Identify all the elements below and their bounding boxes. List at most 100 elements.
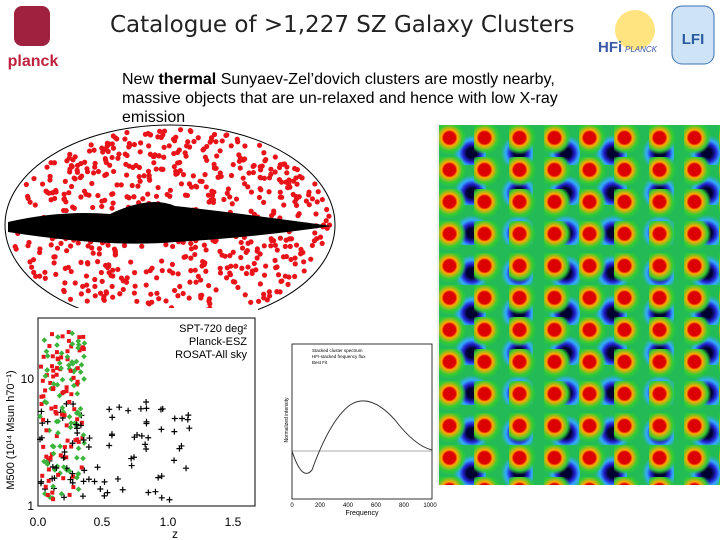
decoration [67, 399, 72, 404]
decoration [37, 273, 43, 279]
decoration [158, 473, 165, 480]
x-tick-label: 800 [399, 503, 410, 509]
decoration [84, 282, 90, 288]
decoration [99, 278, 105, 284]
decoration [109, 283, 115, 290]
decoration [95, 168, 102, 175]
decoration [159, 258, 165, 264]
decoration [193, 183, 199, 189]
decoration [112, 135, 119, 141]
decoration [71, 382, 77, 389]
scatter-points [37, 330, 193, 503]
decoration [306, 202, 312, 208]
decoration [294, 167, 300, 173]
decoration [193, 279, 199, 285]
decoration [274, 264, 280, 270]
decoration [80, 345, 85, 350]
decoration [69, 440, 76, 447]
decoration [279, 278, 285, 284]
decoration [171, 415, 178, 422]
decoration [157, 128, 163, 134]
decoration [70, 204, 76, 210]
decoration [152, 488, 159, 495]
decoration [106, 269, 112, 276]
decoration [110, 168, 117, 175]
decoration [250, 169, 256, 176]
decoration [209, 192, 216, 199]
decoration [261, 150, 267, 156]
decoration [110, 145, 117, 151]
decoration [183, 153, 189, 159]
decoration [279, 194, 285, 200]
decoration [44, 428, 49, 433]
decoration [287, 243, 293, 249]
decoration [191, 138, 197, 145]
decoration [160, 132, 166, 138]
decoration [51, 260, 57, 266]
decoration [124, 152, 130, 159]
x-axis-label: z [172, 527, 178, 540]
decoration [104, 143, 110, 149]
decoration [122, 136, 128, 142]
scatter-bg [0, 308, 258, 540]
decoration [217, 248, 223, 254]
decoration [241, 181, 248, 187]
decoration [71, 485, 76, 490]
decoration [314, 236, 320, 242]
decoration [280, 254, 287, 260]
decoration [62, 178, 68, 184]
decoration [137, 178, 143, 184]
decoration [103, 157, 109, 163]
decoration [180, 290, 186, 297]
decoration [145, 434, 152, 441]
decoration [258, 187, 264, 193]
decoration [55, 365, 60, 370]
decoration [42, 269, 48, 275]
decoration [114, 182, 120, 188]
decoration [224, 190, 230, 196]
decoration [59, 412, 64, 417]
decoration [74, 454, 80, 461]
decoration [25, 243, 31, 249]
decoration [203, 268, 209, 274]
decoration [313, 211, 319, 217]
decoration [188, 240, 194, 247]
decoration [174, 170, 180, 177]
decoration [214, 153, 220, 159]
decoration [169, 261, 176, 268]
decoration [143, 269, 149, 275]
decoration [77, 422, 84, 429]
decoration [158, 494, 165, 501]
decoration [239, 265, 245, 271]
decoration [143, 446, 150, 453]
decoration [319, 196, 325, 203]
decoration [167, 187, 174, 193]
decoration [64, 389, 69, 394]
decoration [45, 492, 50, 497]
decoration [154, 275, 160, 281]
decoration [54, 350, 59, 355]
decoration [146, 172, 152, 179]
decoration [171, 428, 178, 435]
decoration [272, 257, 278, 263]
emphasis: thermal [158, 71, 217, 88]
decoration [228, 263, 234, 269]
decoration [285, 281, 291, 288]
decoration [147, 177, 153, 183]
decoration [244, 247, 250, 254]
decoration [138, 432, 145, 439]
decoration [134, 431, 141, 438]
decoration [160, 166, 166, 173]
decoration [75, 240, 81, 246]
galactic-mask [8, 201, 332, 244]
decoration [164, 191, 170, 198]
decoration [77, 405, 84, 412]
decoration [49, 475, 56, 482]
decoration [202, 172, 208, 178]
logo-lfi-text: LFI [682, 31, 705, 48]
decoration [229, 201, 235, 207]
decoration [50, 490, 55, 495]
decoration [257, 281, 264, 287]
decoration [51, 497, 56, 502]
